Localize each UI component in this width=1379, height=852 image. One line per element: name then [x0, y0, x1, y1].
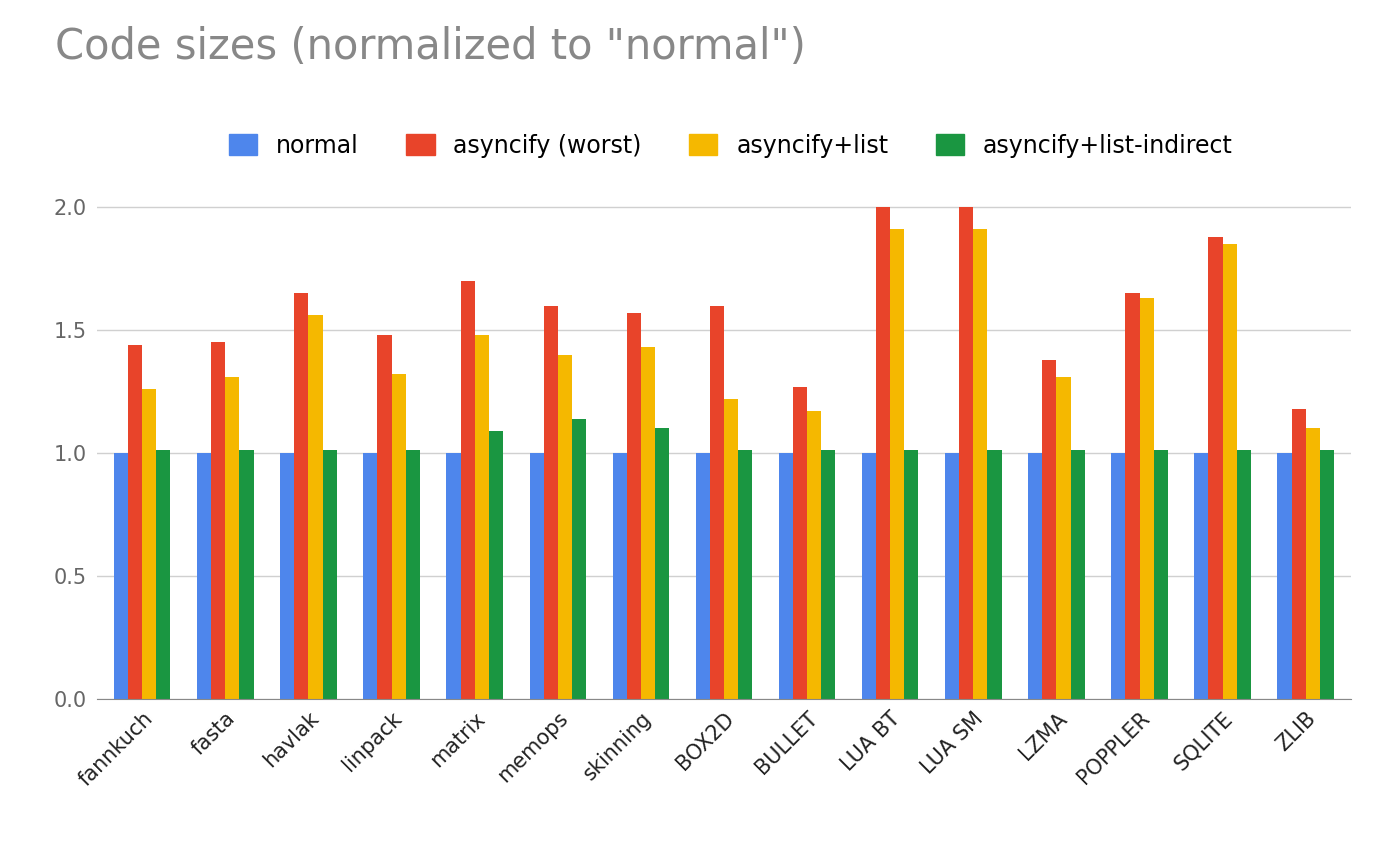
- Bar: [655, 429, 669, 699]
- Bar: [1029, 453, 1043, 699]
- Bar: [1237, 451, 1251, 699]
- Bar: [1223, 245, 1237, 699]
- Bar: [461, 281, 474, 699]
- Bar: [1111, 453, 1125, 699]
- Bar: [696, 453, 710, 699]
- Bar: [572, 418, 586, 699]
- Bar: [392, 374, 405, 699]
- Bar: [891, 229, 905, 699]
- Bar: [309, 315, 323, 699]
- Bar: [378, 335, 392, 699]
- Bar: [294, 293, 309, 699]
- Bar: [142, 389, 156, 699]
- Bar: [1056, 377, 1070, 699]
- Bar: [612, 453, 626, 699]
- Bar: [323, 451, 336, 699]
- Bar: [225, 377, 240, 699]
- Text: Code sizes (normalized to "normal"): Code sizes (normalized to "normal"): [55, 26, 807, 67]
- Bar: [363, 453, 378, 699]
- Bar: [974, 229, 987, 699]
- Bar: [156, 451, 171, 699]
- Bar: [822, 451, 836, 699]
- Bar: [1306, 429, 1320, 699]
- Bar: [905, 451, 918, 699]
- Bar: [945, 453, 960, 699]
- Bar: [543, 306, 557, 699]
- Bar: [530, 453, 543, 699]
- Bar: [1194, 453, 1208, 699]
- Legend: normal, asyncify (worst), asyncify+list, asyncify+list-indirect: normal, asyncify (worst), asyncify+list,…: [222, 127, 1240, 165]
- Bar: [405, 451, 419, 699]
- Bar: [1292, 409, 1306, 699]
- Bar: [1154, 451, 1168, 699]
- Bar: [738, 451, 752, 699]
- Bar: [1320, 451, 1333, 699]
- Bar: [1208, 237, 1223, 699]
- Bar: [128, 345, 142, 699]
- Bar: [641, 348, 655, 699]
- Bar: [1070, 451, 1085, 699]
- Bar: [557, 354, 572, 699]
- Bar: [1043, 360, 1056, 699]
- Bar: [280, 453, 294, 699]
- Bar: [779, 453, 793, 699]
- Bar: [626, 313, 641, 699]
- Bar: [710, 306, 724, 699]
- Bar: [447, 453, 461, 699]
- Bar: [724, 399, 738, 699]
- Bar: [1277, 453, 1292, 699]
- Bar: [211, 343, 225, 699]
- Bar: [474, 335, 488, 699]
- Bar: [960, 207, 974, 699]
- Bar: [240, 451, 254, 699]
- Bar: [114, 453, 128, 699]
- Bar: [807, 412, 822, 699]
- Bar: [876, 207, 891, 699]
- Bar: [793, 387, 807, 699]
- Bar: [1139, 298, 1154, 699]
- Bar: [197, 453, 211, 699]
- Bar: [862, 453, 876, 699]
- Bar: [987, 451, 1001, 699]
- Bar: [1125, 293, 1139, 699]
- Bar: [488, 431, 503, 699]
